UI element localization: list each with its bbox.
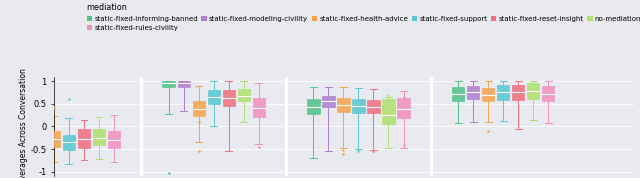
Bar <box>337 98 349 112</box>
Legend: static-fixed-informing-banned, static-fixed-modeling-civility, static-fixed-heal: static-fixed-informing-banned, static-fi… <box>86 4 640 22</box>
Point <box>339 152 349 155</box>
Bar <box>223 90 235 106</box>
Point <box>398 96 408 98</box>
Bar <box>48 131 60 147</box>
Point <box>253 145 264 148</box>
Bar <box>237 89 250 101</box>
Point <box>483 129 493 132</box>
Bar <box>367 100 380 113</box>
Bar <box>93 129 105 145</box>
Bar <box>77 129 90 148</box>
Point <box>19 99 29 101</box>
Bar <box>452 87 465 101</box>
Bar <box>382 99 395 124</box>
Bar <box>323 96 335 107</box>
Y-axis label: Averages Across Conversation: Averages Across Conversation <box>19 69 28 178</box>
Bar <box>193 101 205 116</box>
Point <box>193 150 204 153</box>
Bar <box>467 86 479 99</box>
Bar <box>397 98 410 118</box>
Bar <box>18 135 30 151</box>
Bar <box>163 81 175 87</box>
Point <box>339 148 349 151</box>
Bar <box>177 81 190 87</box>
Point <box>164 171 174 174</box>
Bar <box>63 135 75 150</box>
Point <box>369 150 379 153</box>
Bar <box>307 99 319 114</box>
Point <box>383 93 394 96</box>
Point <box>64 98 74 101</box>
Bar <box>497 85 509 100</box>
Bar <box>527 83 540 99</box>
Point <box>49 107 59 110</box>
Bar <box>33 130 45 149</box>
Bar <box>512 85 524 100</box>
Bar <box>108 131 120 148</box>
Bar <box>207 90 220 104</box>
Bar <box>353 99 365 113</box>
Legend: static-fixed-rules-civility: static-fixed-rules-civility <box>86 25 178 31</box>
Point <box>353 150 364 153</box>
Bar <box>542 86 554 101</box>
Point <box>398 144 408 147</box>
Bar <box>253 98 265 117</box>
Bar <box>482 88 495 101</box>
Point <box>19 82 29 85</box>
Point <box>193 121 204 123</box>
